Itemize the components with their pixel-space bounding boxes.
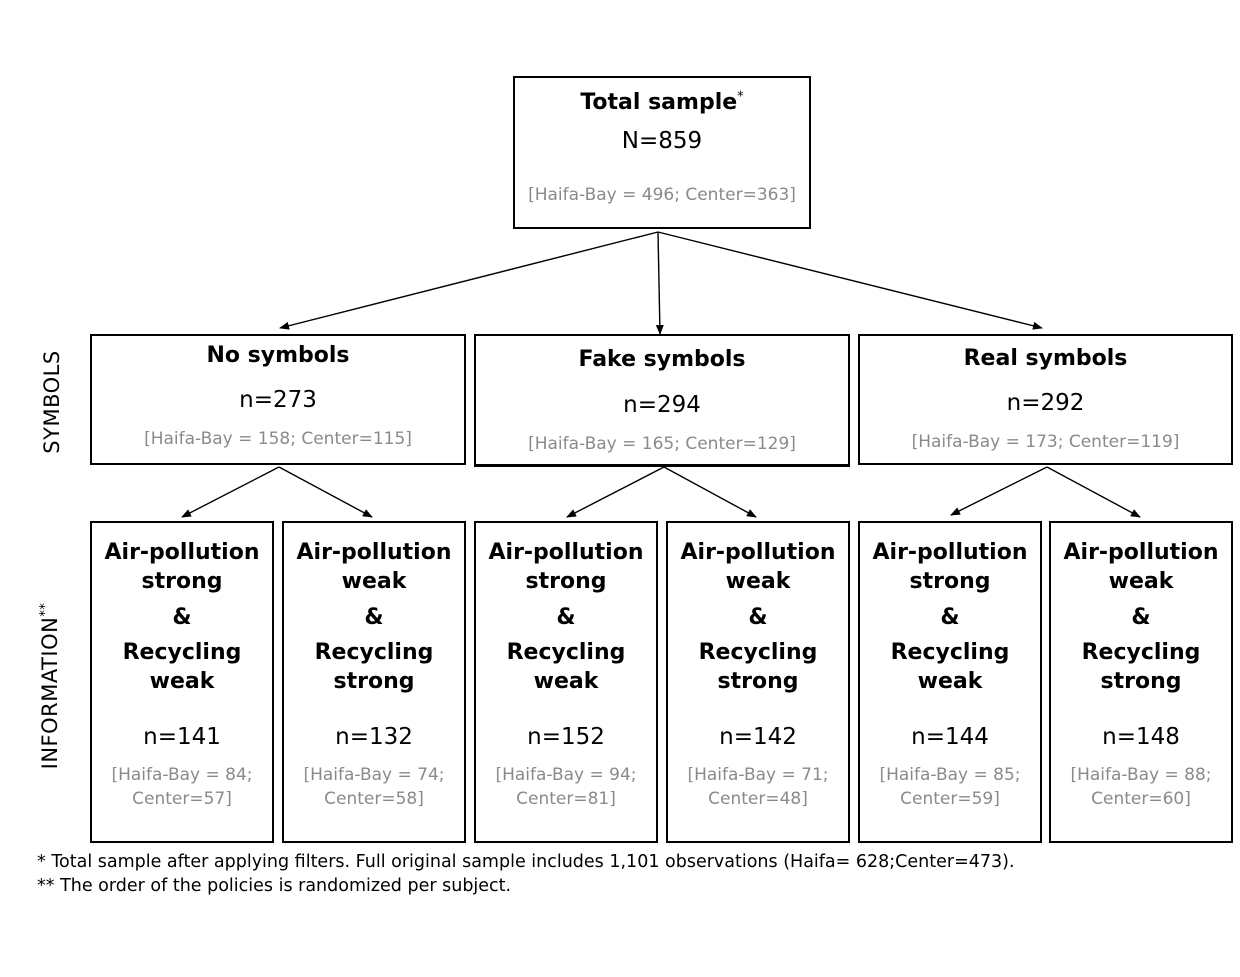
arrow-fake-to-leaf4: [663, 466, 757, 518]
leaf-3-split-line-1: [Haifa-Bay = 94;: [495, 765, 637, 785]
leaf-4-line-2: weak: [725, 569, 791, 594]
leaf-2-line-2: weak: [341, 569, 407, 594]
leaf-4-line-3: Recycling: [698, 640, 818, 665]
leaf-2-line-1: Air-pollution: [296, 540, 452, 565]
information-footnote-mark: **: [38, 602, 53, 617]
information-side-label: INFORMATION**: [37, 596, 63, 776]
leaf-1-ampersand: &: [172, 605, 192, 630]
leaf-2-split-line-2: Center=58]: [324, 789, 424, 809]
total-sample-footnote-mark: *: [737, 89, 744, 105]
leaf-3-split-line-2: Center=81]: [516, 789, 616, 809]
leaf-box-2: Air-pollution weak & Recycling strong n=…: [282, 521, 466, 843]
leaf-1-line-2: strong: [141, 569, 223, 594]
total-sample-split: [Haifa-Bay = 496; Center=363]: [528, 185, 796, 205]
arrow-root-to-fake-symbols: [655, 231, 664, 335]
leaf-2-line-4: strong: [333, 669, 415, 694]
no-symbols-split: [Haifa-Bay = 158; Center=115]: [144, 429, 412, 449]
leaf-6-line-4: strong: [1100, 669, 1182, 694]
fake-symbols-title: Fake symbols: [578, 347, 746, 372]
leaf-3-line-2: strong: [525, 569, 607, 594]
total-sample-n: N=859: [621, 128, 703, 154]
arrow-root-to-real-symbols: [657, 231, 1043, 330]
real-symbols-box: Real symbols n=292 [Haifa-Bay = 173; Cen…: [858, 334, 1233, 465]
arrow-no-to-leaf1: [181, 466, 280, 518]
leaf-4-n: n=142: [719, 724, 797, 750]
total-sample-box: Total sample* N=859 [Haifa-Bay = 496; Ce…: [513, 76, 811, 229]
leaf-box-3: Air-pollution strong & Recycling weak n=…: [474, 521, 658, 843]
leaf-5-line-2: strong: [909, 569, 991, 594]
leaf-6-ampersand: &: [1131, 605, 1151, 630]
leaf-2-n: n=132: [335, 724, 413, 750]
leaf-1-split-line-1: [Haifa-Bay = 84;: [111, 765, 253, 785]
leaf-4-split-line-1: [Haifa-Bay = 71;: [687, 765, 829, 785]
symbols-side-label: SYMBOLS: [40, 350, 64, 454]
fake-symbols-split: [Haifa-Bay = 165; Center=129]: [528, 434, 796, 454]
leaf-6-line-2: weak: [1108, 569, 1174, 594]
footnote-2: ** The order of the policies is randomiz…: [37, 876, 512, 896]
leaf-6-split-line-2: Center=60]: [1091, 789, 1191, 809]
leaf-3-ampersand: &: [556, 605, 576, 630]
arrow-root-to-no-symbols: [279, 231, 659, 330]
fake-symbols-n: n=294: [623, 392, 701, 418]
leaf-5-split-line-1: [Haifa-Bay = 85;: [879, 765, 1021, 785]
leaf-4-line-4: strong: [717, 669, 799, 694]
no-symbols-box: No symbols n=273 [Haifa-Bay = 158; Cente…: [90, 334, 466, 465]
leaf-5-split-line-2: Center=59]: [900, 789, 1000, 809]
leaf-5-line-1: Air-pollution: [872, 540, 1028, 565]
leaf-4-ampersand: &: [748, 605, 768, 630]
total-sample-title: Total sample*: [580, 89, 744, 115]
leaf-6-line-3: Recycling: [1081, 640, 1201, 665]
leaf-2-ampersand: &: [364, 605, 384, 630]
leaf-5-line-4: weak: [917, 669, 983, 694]
leaf-3-line-4: weak: [533, 669, 599, 694]
leaf-box-5: Air-pollution strong & Recycling weak n=…: [858, 521, 1042, 843]
no-symbols-n: n=273: [239, 387, 317, 413]
leaf-1-line-3: Recycling: [122, 640, 242, 665]
leaf-1-line-1: Air-pollution: [104, 540, 260, 565]
leaf-5-n: n=144: [911, 724, 989, 750]
leaf-1-split-line-2: Center=57]: [132, 789, 232, 809]
no-symbols-title: No symbols: [206, 343, 350, 368]
real-symbols-title: Real symbols: [963, 346, 1128, 371]
leaf-box-1: Air-pollution strong & Recycling weak n=…: [90, 521, 274, 843]
footnote-1: * Total sample after applying filters. F…: [37, 852, 1015, 872]
leaf-6-line-1: Air-pollution: [1063, 540, 1219, 565]
leaf-box-4: Air-pollution weak & Recycling strong n=…: [666, 521, 850, 843]
leaf-2-split-line-1: [Haifa-Bay = 74;: [303, 765, 445, 785]
arrow-real-to-leaf6: [1046, 466, 1141, 518]
leaf-5-line-3: Recycling: [890, 640, 1010, 665]
leaf-3-line-1: Air-pollution: [488, 540, 644, 565]
leaf-3-n: n=152: [527, 724, 605, 750]
leaf-box-6: Air-pollution weak & Recycling strong n=…: [1049, 521, 1233, 843]
leaf-5-ampersand: &: [940, 605, 960, 630]
real-symbols-n: n=292: [1006, 390, 1085, 416]
arrow-no-to-leaf2: [278, 466, 373, 518]
leaf-4-split-line-2: Center=48]: [708, 789, 808, 809]
information-side-label-text: INFORMATION: [38, 616, 62, 770]
leaf-6-split-line-1: [Haifa-Bay = 88;: [1070, 765, 1212, 785]
leaf-4-line-1: Air-pollution: [680, 540, 836, 565]
leaf-2-line-3: Recycling: [314, 640, 434, 665]
leaf-1-n: n=141: [143, 724, 221, 750]
arrow-fake-to-leaf3: [566, 466, 665, 518]
fake-symbols-box: Fake symbols n=294 [Haifa-Bay = 165; Cen…: [474, 334, 850, 467]
leaf-6-n: n=148: [1102, 724, 1180, 750]
leaf-1-line-4: weak: [149, 669, 215, 694]
arrow-real-to-leaf5: [950, 466, 1048, 516]
real-symbols-split: [Haifa-Bay = 173; Center=119]: [911, 432, 1180, 452]
leaf-3-line-3: Recycling: [506, 640, 626, 665]
